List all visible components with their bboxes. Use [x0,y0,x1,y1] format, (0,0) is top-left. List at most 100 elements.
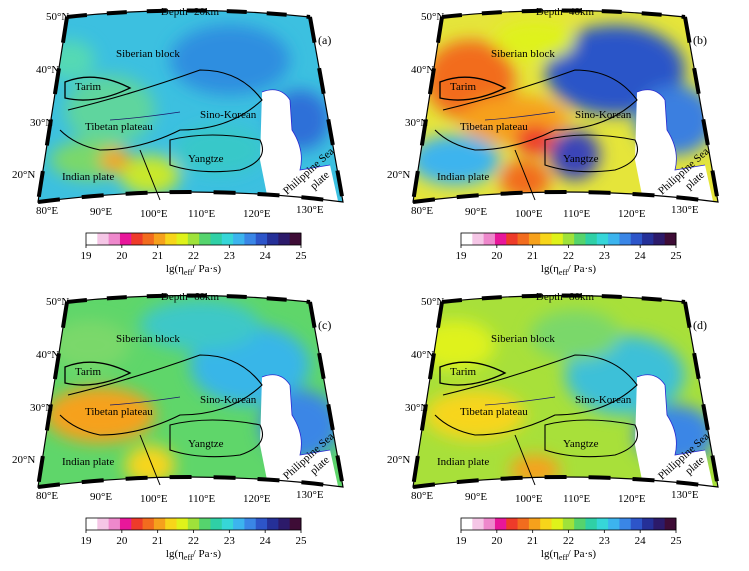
panel-label: (b) [693,33,707,47]
fault-line [514,434,536,486]
colorbar-swatch [210,518,223,530]
colorbar-swatch [153,518,166,530]
colorbar-swatch [664,233,677,245]
colorbar-tick: 22 [563,535,574,547]
colorbar-swatch [494,233,507,245]
lon-label: 100°E [140,208,168,220]
colorbar-swatch [642,233,654,245]
colorbar-tick: 24 [260,250,272,262]
colorbar-swatch [97,233,110,245]
colorbar: 19 20 21 22 23 24 25 lg(ηeff/ Pa·s) [81,517,307,562]
panel-title: Depth=60km [161,291,220,303]
colorbar-swatch [585,233,598,245]
lat-label: 20°N [12,454,35,466]
colorbar-tick: 21 [152,535,163,547]
panel-overlay: Depth=80km (d) 50°N 40°N 30°N 20°N 80°E 90°E 100… [387,291,720,505]
tibet-boundary [59,354,263,436]
colorbar-swatch [255,233,268,245]
lat-label: 50°N [421,296,444,308]
lon-label: 110°E [188,208,215,220]
frame-right-ticks [308,301,345,488]
lat-label: 50°N [46,296,69,308]
region-label: Siberian block [491,48,555,60]
region-label: Yangtze [563,438,599,450]
colorbar-swatch [551,233,564,245]
lon-label: 130°E [296,204,324,216]
panel-title: Depth=20km [161,6,220,18]
colorbar-tick: 25 [671,250,683,262]
colorbar-swatch [176,518,189,530]
lat-label: 30°N [30,117,53,129]
colorbar-tick: 22 [188,250,199,262]
lon-label: 100°E [515,208,543,220]
colorbar-tick: 24 [260,535,272,547]
colorbar-swatch [289,518,302,530]
yangtze-boundary [544,134,639,173]
colorbar-swatch [551,518,564,530]
region-label: Tibetan plateau [85,406,153,418]
tibet-boundary [59,69,263,151]
colorbar-tick: 22 [188,535,199,547]
lon-label: 110°E [188,493,215,505]
lat-label: 40°N [411,64,434,76]
region-label: Sino-Korean [575,394,632,406]
map-panel-depth-20km [38,10,343,202]
colorbar-swatch [596,518,609,530]
colorbar-swatch [278,518,291,530]
lat-label: 30°N [405,117,428,129]
region-label: Indian plate [437,171,489,183]
lat-label: 40°N [36,349,59,361]
colorbar-swatch [165,518,178,530]
lat-label: 20°N [387,454,410,466]
frame-bottom-ticks [37,190,344,204]
coastline [261,89,331,171]
colorbar-swatch [506,233,519,245]
frame-left-ticks [411,16,444,203]
colorbar-tick: 20 [491,250,503,262]
colorbar-swatch [653,518,666,530]
colorbar-tick: 19 [456,250,468,262]
region-label: Yangtze [188,438,224,450]
colorbar-tick: 23 [599,250,611,262]
colorbar-swatch [630,233,643,245]
colorbar-swatch [86,233,98,245]
lat-label: 40°N [411,349,434,361]
lon-label: 80°E [411,205,433,217]
lon-label: 90°E [90,491,112,503]
colorbar-swatch [483,233,496,245]
lon-label: 130°E [296,489,324,501]
colorbar-swatch [585,518,598,530]
colorbar-swatch [528,233,541,245]
colorbar-tick: 21 [527,535,538,547]
yangtze-boundary [169,419,264,458]
colorbar-swatch [119,233,132,245]
region-label: Yangtze [188,153,224,165]
colorbar-tick: 20 [116,250,128,262]
colorbar-tick: 21 [152,250,163,262]
colorbar-label: lg(ηeff/ Pa·s) [541,263,596,277]
colorbar-swatch [187,233,200,245]
colorbar: 19 20 21 22 23 24 25 lg(ηeff/ Pa·s) [456,232,683,277]
contour-line [484,111,556,121]
frame-bottom-ticks [412,475,719,489]
colorbar-swatch [278,233,291,245]
colorbar-tick: 19 [81,535,93,547]
colorbar-swatch [199,518,211,530]
tarim-boundary [64,361,132,386]
colorbar-swatch [608,233,620,245]
coastline [636,374,706,456]
colorbar-tick: 23 [599,535,611,547]
frame-bottom-ticks [412,190,719,204]
lat-label: 30°N [405,402,428,414]
colorbar-swatch [517,233,530,245]
lon-label: 130°E [671,204,699,216]
region-label: Sino-Korean [200,394,257,406]
frame-right-ticks [308,16,345,203]
coastline [636,89,706,171]
fault-line [139,149,161,201]
colorbar-swatch [97,518,110,530]
colorbar-label: lg(ηeff/ Pa·s) [166,548,221,562]
lon-label: 80°E [36,205,58,217]
colorbar-swatch [517,518,530,530]
lon-label: 120°E [618,493,646,505]
